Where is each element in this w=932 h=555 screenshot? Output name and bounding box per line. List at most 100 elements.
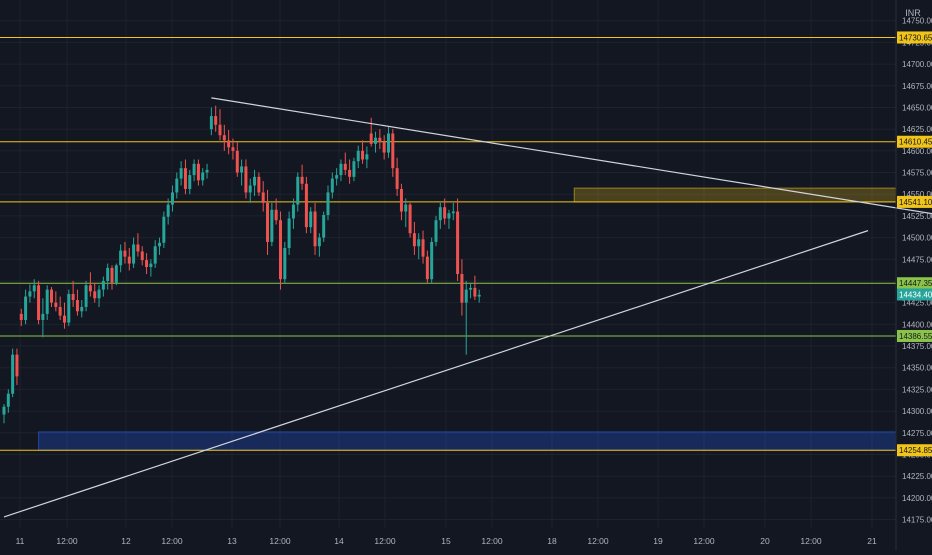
candle-body bbox=[326, 192, 330, 216]
level-price-badge: 14730.65 bbox=[899, 33, 932, 42]
candle-body bbox=[158, 242, 162, 247]
candle-body bbox=[201, 172, 205, 181]
candle-body bbox=[84, 285, 88, 307]
candle-body bbox=[88, 285, 92, 292]
candle-body bbox=[231, 147, 235, 151]
y-tick-label: 14675.00 bbox=[902, 82, 932, 91]
currency-label: INR bbox=[905, 8, 921, 18]
level-price-badge-bg bbox=[897, 31, 932, 44]
x-tick-label: 12:00 bbox=[693, 536, 715, 546]
candle-body bbox=[75, 300, 79, 312]
level-price-badge: 14386.55 bbox=[899, 332, 932, 341]
candle-body bbox=[244, 166, 248, 193]
candle-body bbox=[50, 289, 54, 303]
candle-body bbox=[274, 209, 278, 221]
candle-body bbox=[71, 293, 75, 301]
candle-body bbox=[313, 211, 317, 247]
upper-trendline[interactable] bbox=[211, 97, 932, 216]
x-tick-label: 13 bbox=[227, 536, 237, 546]
candle-body bbox=[287, 218, 291, 248]
candle-body bbox=[335, 175, 339, 179]
candle-body bbox=[412, 233, 416, 247]
level-price-badge-bg bbox=[897, 329, 932, 342]
candle-body bbox=[54, 302, 58, 307]
level-price-badge: 14541.10 bbox=[899, 198, 932, 207]
y-tick-label: 14300.00 bbox=[902, 407, 932, 416]
x-tick-label: 18 bbox=[547, 536, 557, 546]
candle-body bbox=[136, 244, 140, 252]
candle-body bbox=[291, 204, 295, 219]
candle-body bbox=[322, 215, 326, 238]
y-tick-label: 14225.00 bbox=[902, 472, 932, 481]
x-tick-label: 12:00 bbox=[56, 536, 78, 546]
y-tick-label: 14750.00 bbox=[902, 17, 932, 26]
y-tick-label: 14650.00 bbox=[902, 103, 932, 112]
candle-body bbox=[218, 124, 222, 136]
last-price-badge-bg bbox=[897, 288, 932, 301]
y-tick-label: 14425.00 bbox=[902, 299, 932, 308]
candle-body bbox=[434, 220, 438, 242]
candle-body bbox=[119, 250, 123, 266]
x-tick-label: 12:00 bbox=[481, 536, 503, 546]
time-axis[interactable]: 11 12:00 12 12:00 13 12:00 14 12:00 15 12:00 18 12:… bbox=[16, 536, 877, 546]
candle-body bbox=[123, 250, 127, 257]
y-tick-label: 14325.00 bbox=[902, 385, 932, 394]
candle-body bbox=[127, 256, 131, 264]
candle-body bbox=[149, 263, 153, 268]
candle-body bbox=[386, 133, 390, 153]
candle-body bbox=[6, 393, 10, 407]
candle-body bbox=[348, 169, 352, 177]
y-tick-label: 14200.00 bbox=[902, 494, 932, 503]
candle-body bbox=[101, 280, 105, 290]
candle-body bbox=[222, 135, 226, 141]
candle-body bbox=[166, 204, 170, 217]
y-tick-label: 14475.00 bbox=[902, 255, 932, 264]
grid-lines bbox=[0, 0, 896, 528]
level-price-badge-bg bbox=[897, 444, 932, 457]
candle-body bbox=[248, 185, 252, 193]
candle-body bbox=[93, 291, 97, 299]
candle-body bbox=[140, 251, 144, 261]
level-price-badge-bg bbox=[897, 195, 932, 208]
level-price-badge-bg bbox=[897, 135, 932, 148]
candle-body bbox=[317, 237, 321, 247]
x-tick-label: 15 bbox=[441, 536, 451, 546]
candle-body bbox=[196, 163, 200, 181]
candle-body bbox=[153, 246, 157, 264]
y-tick-label: 14350.00 bbox=[902, 364, 932, 373]
candle-body bbox=[447, 213, 451, 219]
candle-body bbox=[11, 354, 15, 394]
candle-body bbox=[106, 267, 110, 281]
candle-body bbox=[67, 293, 71, 323]
candles-layer bbox=[2, 105, 481, 424]
candle-body bbox=[460, 273, 464, 303]
candle-body bbox=[257, 176, 261, 193]
x-tick-label: 12 bbox=[121, 536, 131, 546]
candle-body bbox=[369, 133, 373, 144]
candle-body bbox=[283, 247, 287, 280]
lower-trendline[interactable] bbox=[3, 230, 869, 518]
candle-body bbox=[365, 154, 369, 160]
x-tick-label: 12:00 bbox=[800, 536, 822, 546]
candle-body bbox=[408, 204, 412, 234]
candle-body bbox=[352, 161, 356, 177]
candle-body bbox=[80, 306, 84, 312]
y-tick-label: 14175.00 bbox=[902, 516, 932, 525]
candle-body bbox=[62, 315, 66, 323]
candle-body bbox=[19, 313, 23, 320]
candle-body bbox=[464, 289, 468, 303]
candle-body bbox=[41, 313, 45, 320]
candle-body bbox=[417, 239, 421, 247]
y-tick-label: 14550.00 bbox=[902, 190, 932, 199]
x-tick-label: 12:00 bbox=[269, 536, 291, 546]
y-tick-label: 14400.00 bbox=[902, 320, 932, 329]
candle-body bbox=[240, 166, 244, 173]
candle-body bbox=[24, 296, 28, 320]
candle-body bbox=[162, 216, 166, 243]
candle-body bbox=[192, 163, 196, 176]
candle-body bbox=[438, 207, 442, 221]
levels-layer bbox=[0, 36, 896, 451]
candle-body bbox=[473, 287, 477, 297]
